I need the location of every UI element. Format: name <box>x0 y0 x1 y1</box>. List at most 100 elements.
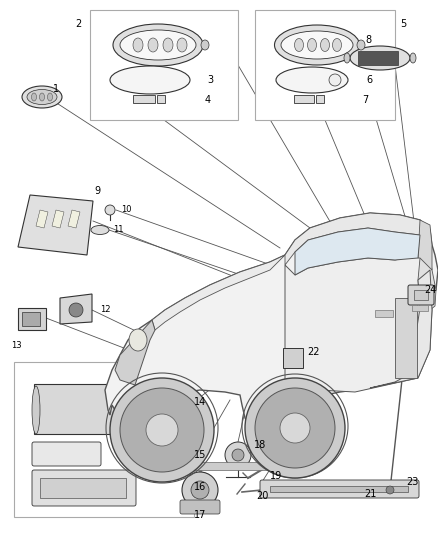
Bar <box>294 95 314 103</box>
Text: 6: 6 <box>366 75 372 85</box>
Ellipse shape <box>201 40 209 50</box>
Circle shape <box>329 74 341 86</box>
Ellipse shape <box>344 53 350 63</box>
Ellipse shape <box>148 38 158 52</box>
Polygon shape <box>418 255 436 310</box>
Polygon shape <box>152 255 285 330</box>
Ellipse shape <box>32 386 40 434</box>
Ellipse shape <box>22 86 62 108</box>
Bar <box>22 312 40 326</box>
Bar <box>40 478 126 498</box>
Text: 14: 14 <box>194 397 206 407</box>
Text: 11: 11 <box>113 225 123 235</box>
Circle shape <box>232 449 244 461</box>
Text: 20: 20 <box>256 491 268 501</box>
Text: 5: 5 <box>400 19 406 29</box>
Ellipse shape <box>91 225 109 235</box>
Ellipse shape <box>113 24 203 66</box>
Ellipse shape <box>129 329 147 351</box>
Bar <box>14 362 194 517</box>
Polygon shape <box>115 320 155 385</box>
Text: 9: 9 <box>94 186 100 196</box>
Circle shape <box>245 378 345 478</box>
Circle shape <box>386 486 394 494</box>
Bar <box>130 462 290 470</box>
Ellipse shape <box>39 93 45 101</box>
Text: 21: 21 <box>364 489 376 499</box>
Ellipse shape <box>281 31 353 59</box>
Polygon shape <box>295 228 420 275</box>
Circle shape <box>255 388 335 468</box>
Text: 7: 7 <box>362 95 368 105</box>
Text: 19: 19 <box>270 471 282 481</box>
FancyBboxPatch shape <box>32 470 136 506</box>
Ellipse shape <box>47 93 53 101</box>
Circle shape <box>182 472 218 508</box>
Circle shape <box>120 388 204 472</box>
Bar <box>133 95 155 103</box>
Polygon shape <box>18 195 93 255</box>
Bar <box>395 298 417 378</box>
Bar <box>358 51 398 65</box>
Bar <box>157 95 165 103</box>
Ellipse shape <box>307 38 317 52</box>
Circle shape <box>105 205 115 215</box>
Ellipse shape <box>163 38 173 52</box>
Text: 17: 17 <box>194 510 206 520</box>
Text: 15: 15 <box>194 450 206 460</box>
Ellipse shape <box>332 38 342 52</box>
Ellipse shape <box>410 53 416 63</box>
Ellipse shape <box>321 38 329 52</box>
Text: 8: 8 <box>365 35 371 45</box>
Text: 13: 13 <box>11 342 21 351</box>
Text: 3: 3 <box>207 75 213 85</box>
Polygon shape <box>68 210 80 228</box>
Bar <box>375 310 393 317</box>
Text: 22: 22 <box>307 347 319 357</box>
Ellipse shape <box>357 40 365 50</box>
Polygon shape <box>105 213 438 445</box>
Text: 23: 23 <box>406 477 418 487</box>
Text: 18: 18 <box>254 440 266 450</box>
Ellipse shape <box>294 38 304 52</box>
Bar <box>283 348 303 368</box>
Ellipse shape <box>27 90 57 104</box>
Ellipse shape <box>350 46 410 70</box>
Text: 4: 4 <box>205 95 211 105</box>
Ellipse shape <box>32 93 36 101</box>
Bar <box>270 486 408 492</box>
Polygon shape <box>52 210 64 228</box>
FancyBboxPatch shape <box>408 285 434 305</box>
Ellipse shape <box>276 67 348 93</box>
Ellipse shape <box>177 38 187 52</box>
Polygon shape <box>370 270 432 388</box>
FancyBboxPatch shape <box>180 500 220 514</box>
Circle shape <box>110 378 214 482</box>
Polygon shape <box>418 220 432 270</box>
Circle shape <box>280 413 310 443</box>
Text: 16: 16 <box>194 482 206 492</box>
Polygon shape <box>60 294 92 324</box>
Ellipse shape <box>123 386 131 434</box>
Bar <box>412 305 428 311</box>
Bar <box>316 95 324 103</box>
FancyBboxPatch shape <box>260 480 419 498</box>
Bar <box>18 308 46 330</box>
Circle shape <box>225 442 251 468</box>
Circle shape <box>69 303 83 317</box>
Bar <box>255 10 395 120</box>
Ellipse shape <box>133 38 143 52</box>
Polygon shape <box>285 255 432 392</box>
Bar <box>90 10 238 120</box>
Text: 10: 10 <box>121 206 131 214</box>
Text: 24: 24 <box>424 285 436 295</box>
Circle shape <box>191 481 209 499</box>
Polygon shape <box>36 210 48 228</box>
Circle shape <box>146 414 178 446</box>
Ellipse shape <box>110 66 190 94</box>
Bar <box>414 290 428 300</box>
FancyBboxPatch shape <box>32 442 101 466</box>
Polygon shape <box>34 384 129 434</box>
Ellipse shape <box>275 25 360 65</box>
Polygon shape <box>285 213 430 265</box>
